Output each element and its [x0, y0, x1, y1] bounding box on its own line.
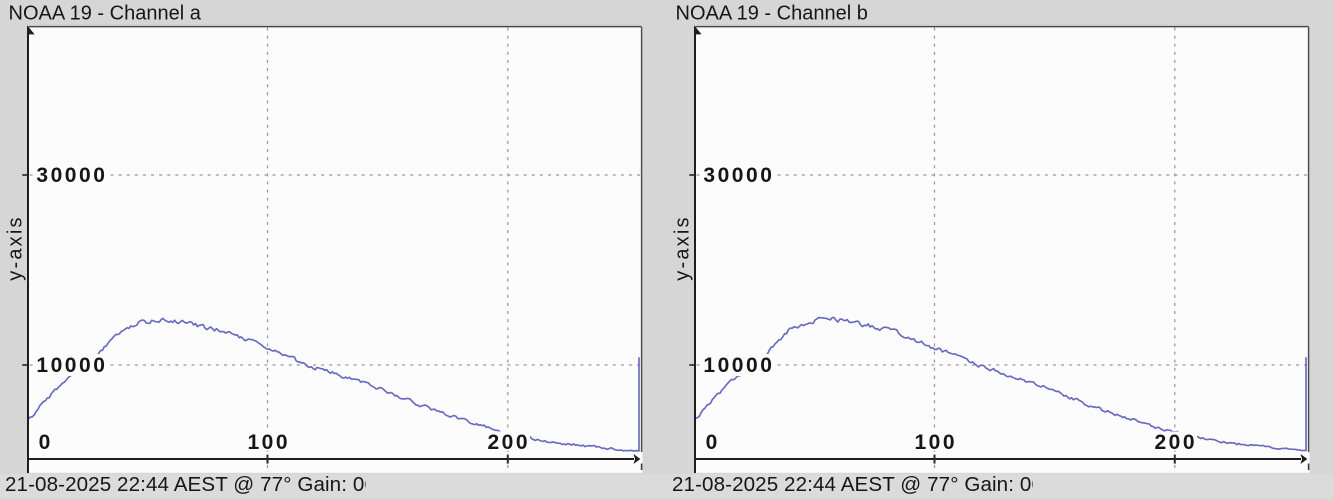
- svg-text:30000: 30000: [36, 164, 107, 187]
- svg-text:10000: 10000: [703, 354, 774, 377]
- svg-text:0: 0: [706, 431, 720, 454]
- svg-text:200: 200: [1154, 431, 1197, 454]
- svg-text:y-axis: y-axis: [5, 215, 27, 280]
- svg-text:0: 0: [39, 431, 53, 454]
- svg-text:10000: 10000: [36, 354, 107, 377]
- svg-text:NOAA 19 - Channel b: NOAA 19 - Channel b: [676, 3, 868, 25]
- svg-text:NOAA 19 - Channel a: NOAA 19 - Channel a: [9, 3, 202, 25]
- svg-text:30000: 30000: [703, 164, 774, 187]
- svg-text:100: 100: [247, 431, 290, 454]
- svg-text:y-axis: y-axis: [672, 215, 694, 280]
- svg-text:200: 200: [487, 431, 530, 454]
- svg-text:100: 100: [914, 431, 957, 454]
